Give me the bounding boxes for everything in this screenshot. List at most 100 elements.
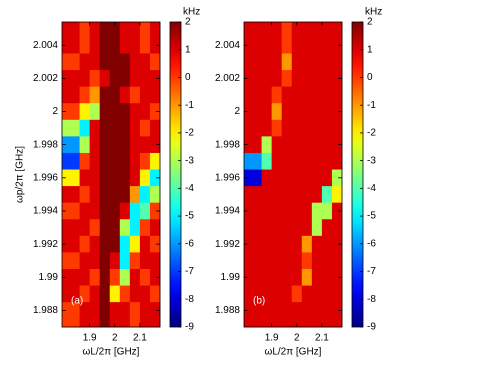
heatmap-cell: [89, 235, 101, 253]
heatmap-cell: [244, 169, 262, 187]
heatmap-cell: [62, 268, 80, 286]
heatmap-cell: [331, 86, 343, 104]
heatmap-cell: [129, 70, 141, 88]
heatmap-cell: [109, 53, 121, 71]
heatmap-cell: [99, 22, 111, 54]
heatmap-cell: [291, 53, 303, 71]
heatmap-cell: [119, 235, 131, 253]
heatmap-cell: [331, 252, 343, 270]
heatmap-cell: [139, 136, 151, 154]
heatmap-cell: [261, 152, 273, 170]
heatmap-cell: [89, 152, 101, 170]
panel-label: (b): [253, 296, 265, 307]
colorbar: [169, 21, 182, 328]
heatmap-cell: [99, 186, 111, 204]
heatmap-cell: [119, 152, 131, 170]
heatmap-cell: [301, 53, 313, 71]
heatmap-cell: [149, 235, 161, 253]
heatmap-cell: [301, 235, 313, 253]
heatmap-cell: [321, 103, 333, 121]
heatmap-cell: [89, 136, 101, 154]
heatmap-cell: [321, 252, 333, 270]
heatmap-cell: [139, 70, 151, 88]
heatmap-cell: [99, 252, 111, 270]
heatmap-cell: [301, 186, 313, 204]
heatmap-cell: [311, 219, 323, 237]
heatmap-cell: [89, 53, 101, 71]
heatmap-cell: [79, 285, 91, 303]
y-tick-label: 1.996: [33, 172, 58, 183]
heatmap-cell: [281, 70, 293, 88]
heatmap-cell: [79, 219, 91, 237]
y-axis-label: ωp/2π [GHz]: [15, 146, 26, 203]
heatmap-cell: [119, 219, 131, 237]
y-tick-label: 1.992: [215, 239, 240, 250]
heatmap-cell: [129, 219, 141, 237]
colorbar-tick-label: -8: [185, 294, 194, 305]
heatmap-cell: [99, 169, 111, 187]
heatmap-cell: [149, 219, 161, 237]
heatmap-cell: [281, 86, 293, 104]
heatmap-cell: [89, 268, 101, 286]
y-tick-label: 2.002: [33, 73, 58, 84]
x-tick-label: 1.9: [265, 333, 279, 344]
heatmap-cell: [301, 169, 313, 187]
heatmap-cell: [321, 119, 333, 137]
heatmap-cell: [291, 70, 303, 88]
heatmap-cell: [311, 235, 323, 253]
heatmap-cell: [119, 22, 131, 54]
heatmap-cell: [79, 70, 91, 88]
heatmap-cell: [62, 136, 80, 154]
y-tick-label: 1.988: [215, 305, 240, 316]
heatmap-cell: [291, 202, 303, 220]
heatmap-cell: [321, 53, 333, 71]
heatmap-cell: [109, 285, 121, 303]
heatmap-cell: [281, 186, 293, 204]
heatmap-cell: [99, 302, 111, 328]
heatmap-cell: [311, 252, 323, 270]
heatmap-cell: [79, 252, 91, 270]
heatmap-cell: [301, 152, 313, 170]
heatmap-cell: [149, 136, 161, 154]
heatmap-cell: [281, 202, 293, 220]
heatmap-cell: [311, 302, 323, 328]
heatmap-cell: [311, 169, 323, 187]
heatmap-cell: [301, 285, 313, 303]
heatmap-cell: [291, 252, 303, 270]
heatmap-cell: [244, 152, 262, 170]
heatmap-cell: [129, 285, 141, 303]
heatmap-cell: [149, 152, 161, 170]
heatmap-cell: [261, 169, 273, 187]
heatmap-cell: [129, 268, 141, 286]
heatmap-cell: [119, 268, 131, 286]
heatmap-cell: [139, 202, 151, 220]
heatmap-cell: [109, 136, 121, 154]
heatmap-cell: [291, 136, 303, 154]
colorbar-tick-label: 0: [367, 72, 373, 83]
heatmap-cell: [261, 103, 273, 121]
heatmap-cell: [129, 152, 141, 170]
heatmap-cell: [109, 103, 121, 121]
heatmap-cell: [331, 119, 343, 137]
heatmap-cell: [244, 119, 262, 137]
heatmap-cell: [281, 235, 293, 253]
x-axis-label: ωL/2π [GHz]: [83, 347, 140, 358]
heatmap-cell: [139, 86, 151, 104]
heatmap-cell: [271, 202, 283, 220]
heatmap-cell: [79, 169, 91, 187]
heatmap-cell: [271, 152, 283, 170]
heatmap-cell: [261, 235, 273, 253]
y-tick-label: 1.992: [33, 239, 58, 250]
heatmap-cell: [149, 103, 161, 121]
heatmap-cell: [311, 86, 323, 104]
heatmap-cell: [109, 86, 121, 104]
heatmap-cell: [291, 219, 303, 237]
heatmap-cell: [281, 219, 293, 237]
heatmap-cell: [261, 186, 273, 204]
heatmap-cell: [129, 169, 141, 187]
heatmap-cell: [261, 70, 273, 88]
heatmap-cell: [301, 22, 313, 54]
heatmap-cell: [321, 136, 333, 154]
y-tick-label: 2.002: [215, 73, 240, 84]
heatmap-cell: [149, 202, 161, 220]
